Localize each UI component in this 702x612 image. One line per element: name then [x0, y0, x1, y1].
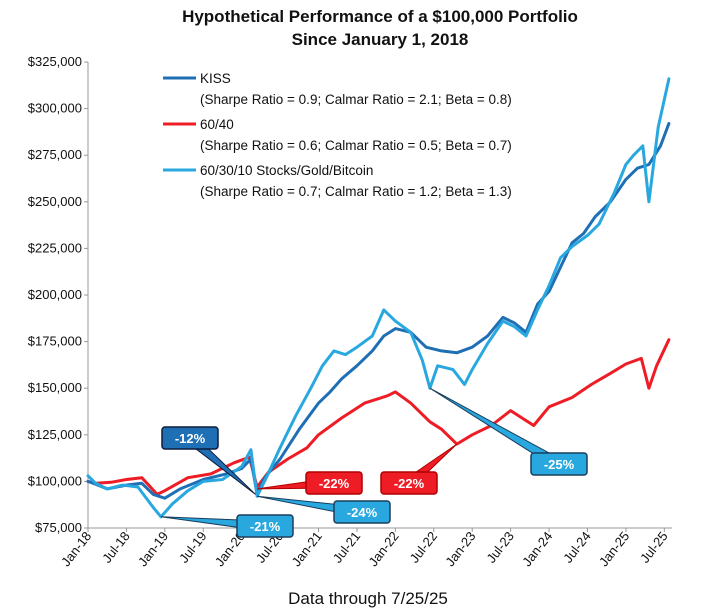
- legend-entry-name: KISS: [200, 71, 231, 86]
- chart-title: Hypothetical Performance of a $100,000 P…: [182, 7, 578, 26]
- legend-entry-name: 60/40: [200, 117, 234, 132]
- callout-box: [530, 452, 588, 476]
- y-tick-label: $300,000: [28, 101, 82, 116]
- legend-entry-stats: (Sharpe Ratio = 0.6; Calmar Ratio = 0.5;…: [200, 138, 512, 153]
- legend-entry-stats: (Sharpe Ratio = 0.9; Calmar Ratio = 2.1;…: [200, 92, 512, 107]
- x-tick-label: Jul-24: [560, 529, 594, 566]
- y-tick-label: $100,000: [28, 473, 82, 488]
- x-tick-label: Jan-25: [596, 529, 632, 570]
- y-tick-label: $325,000: [28, 54, 82, 69]
- callout-label: -25%: [544, 457, 575, 472]
- x-tick-label: Jul-25: [637, 529, 671, 566]
- y-tick-label: $175,000: [28, 334, 82, 349]
- callout-box: [161, 426, 219, 450]
- series-line-kiss: [86, 122, 671, 500]
- x-tick-label: Jul-22: [407, 529, 441, 566]
- y-tick-label: $225,000: [28, 240, 82, 255]
- y-tick-label: $200,000: [28, 287, 82, 302]
- callout-box: [305, 471, 363, 495]
- chart-subtitle: Since January 1, 2018: [292, 30, 469, 49]
- x-tick-label: Jan-19: [135, 529, 171, 570]
- x-tick-label: Jan-24: [519, 529, 555, 570]
- legend-entry-name: 60/30/10 Stocks/Gold/Bitcoin: [200, 163, 373, 178]
- y-axis: $75,000 $100,000 $125,000 $150,000 $175,000 $…: [28, 54, 89, 535]
- x-tick-label: Jan-21: [289, 529, 325, 570]
- callout-label: -12%: [175, 431, 206, 446]
- x-tick-label: Jan-22: [365, 529, 401, 570]
- legend-entry-stats: (Sharpe Ratio = 0.7; Calmar Ratio = 1.2;…: [200, 184, 512, 199]
- y-tick-label: $150,000: [28, 380, 82, 395]
- callout-label: -21%: [250, 519, 281, 534]
- series-layer: [86, 77, 671, 519]
- y-tick-label: $125,000: [28, 427, 82, 442]
- footer-note: Data through 7/25/25: [288, 589, 448, 608]
- y-tick-label: $75,000: [35, 520, 82, 535]
- x-tick-label: Jul-21: [330, 529, 364, 566]
- y-tick-label: $250,000: [28, 194, 82, 209]
- callout-label: -24%: [347, 505, 378, 520]
- callout-box: [380, 471, 438, 495]
- series-line-60-30-10-stocks-gold-bitcoin: [86, 77, 671, 519]
- callout-label: -22%: [394, 476, 425, 491]
- x-tick-label: Jul-18: [99, 529, 133, 566]
- x-tick-label: Jul-19: [176, 529, 210, 566]
- callout-box: [333, 500, 391, 524]
- series-line-60-40: [86, 338, 671, 496]
- callouts: -12% -21% -22% -24% -22% -25%: [160, 387, 588, 538]
- y-tick-label: $275,000: [28, 147, 82, 162]
- legend: KISS (Sharpe Ratio = 0.9; Calmar Ratio = …: [163, 71, 512, 199]
- x-tick-label: Jan-23: [442, 529, 478, 570]
- x-axis: Jan-18 Jul-18 Jan-19 Jul-19 Jan-20 Jul-20 Jan-…: [58, 527, 672, 570]
- x-tick-label: Jul-23: [483, 529, 517, 566]
- callout-box: [236, 514, 294, 538]
- callout-label: -22%: [319, 476, 350, 491]
